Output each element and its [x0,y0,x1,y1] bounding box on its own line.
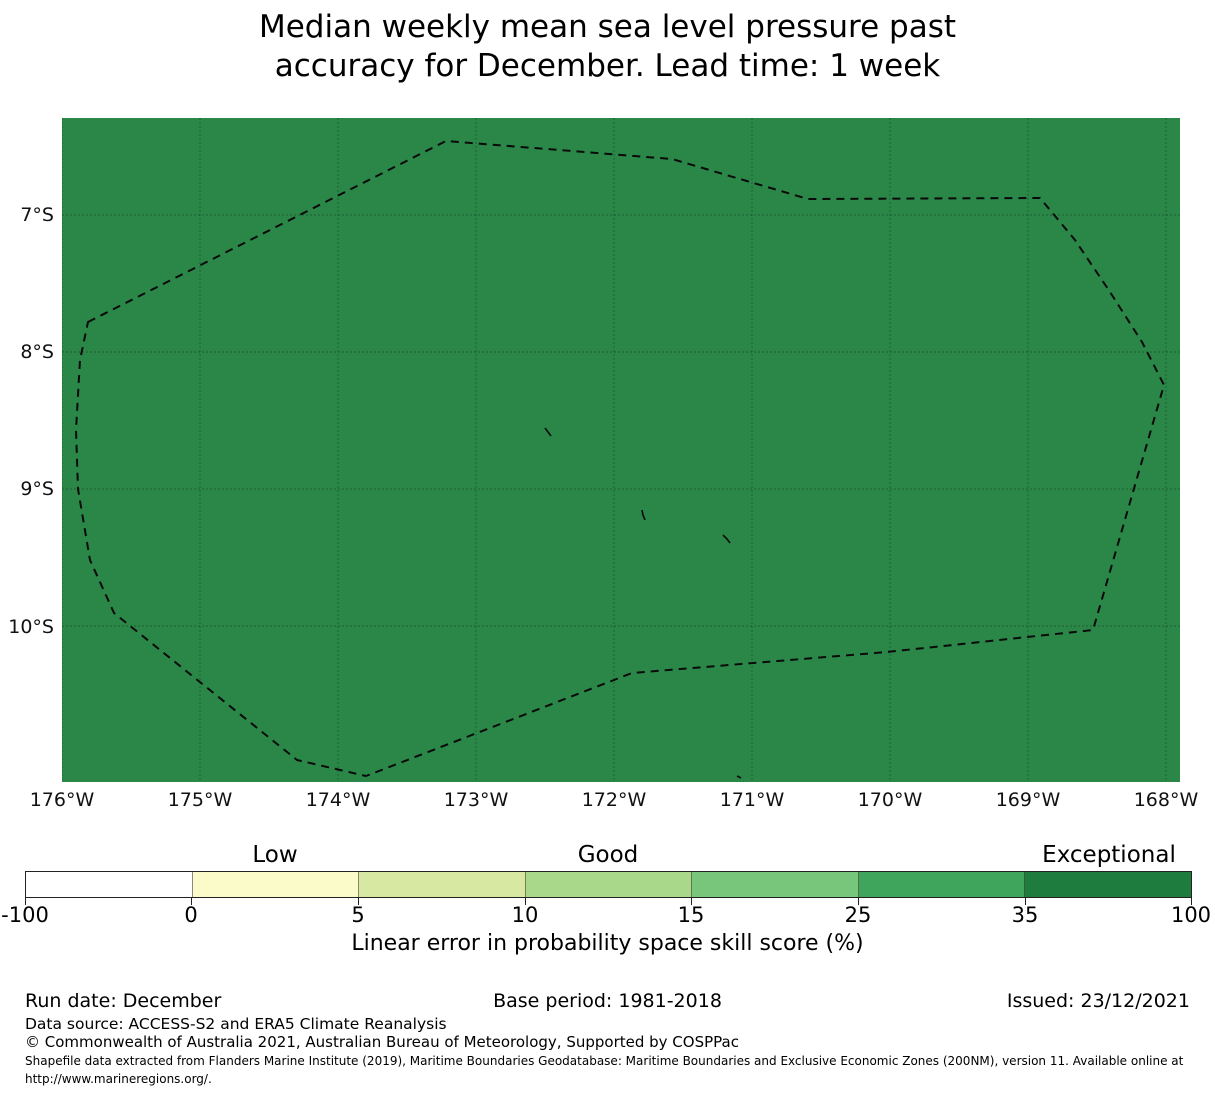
chart-title: Median weekly mean sea level pressure pa… [0,8,1215,86]
x-axis-tick-label: 172°W [581,789,647,811]
map-plot-area [61,118,1180,782]
colorbar-segment [525,872,693,897]
y-axis-tick-label: 7°S [20,204,54,226]
chart-title-line2: accuracy for December. Lead time: 1 week [274,48,941,84]
x-axis-tick-label: 174°W [305,789,371,811]
colorbar-tick [858,898,859,905]
colorbar-tick [1025,898,1026,905]
colorbar-tick-label: 10 [511,903,539,927]
y-axis-tick-label: 10°S [8,616,54,638]
footer-issued-date: Issued: 23/12/2021 [1006,990,1190,1012]
island-mark [544,427,552,437]
colorbar-tick [25,898,26,905]
colorbar-category-label-good: Good [577,842,639,868]
x-axis-tick-label: 176°W [29,789,95,811]
colorbar-segment [1025,872,1192,897]
map-graphics [61,118,1180,782]
colorbar-tick-label: 100 [1170,903,1212,927]
x-axis-tick-label: 171°W [719,789,785,811]
colorbar-tick [691,898,692,905]
footer-data-source: Data source: ACCESS-S2 and ERA5 Climate … [25,1015,447,1033]
colorbar-segment [359,872,526,897]
colorbar-segment [192,872,360,897]
eez-boundary-outline [75,140,1165,777]
colorbar-segment [858,872,1026,897]
footer-run-date: Run date: December [25,990,222,1012]
colorbar-tick-label: 0 [184,903,198,927]
colorbar-category-label-low: Low [252,842,298,868]
island-mark [736,775,742,779]
colorbar-category-label-exceptional: Exceptional [1042,842,1176,868]
island-mark [641,509,646,521]
chart-title-line1: Median weekly mean sea level pressure pa… [258,9,956,45]
x-axis-tick-label: 173°W [443,789,509,811]
colorbar-tick-label: 5 [351,903,365,927]
footer-copyright: © Commonwealth of Australia 2021, Austra… [25,1033,739,1051]
colorbar-tick [525,898,526,905]
footer-shapefile-note: Shapefile data extracted from Flanders M… [25,1054,1184,1086]
map-gridlines [61,118,1180,782]
colorbar-axis-label: Linear error in probability space skill … [351,931,864,956]
y-axis-tick-label: 8°S [20,341,54,363]
colorbar [25,871,1192,898]
colorbar-tick-label: 25 [844,903,872,927]
colorbar-tick-label: 35 [1011,903,1039,927]
footer-base-period: Base period: 1981-2018 [493,990,722,1012]
colorbar-tick [191,898,192,905]
colorbar-tick [358,898,359,905]
island-marks [544,427,742,779]
colorbar-segment [26,872,193,897]
x-axis-tick-label: 169°W [995,789,1061,811]
colorbar-tick [1191,898,1192,905]
x-axis-tick-label: 170°W [857,789,923,811]
x-axis-tick-label: 168°W [1133,789,1199,811]
colorbar-segment [692,872,859,897]
y-axis-tick-label: 9°S [20,478,54,500]
island-mark [722,534,731,544]
colorbar-tick-label: -100 [1,903,49,927]
x-axis-tick-label: 175°W [167,789,233,811]
colorbar-tick-label: 15 [677,903,705,927]
